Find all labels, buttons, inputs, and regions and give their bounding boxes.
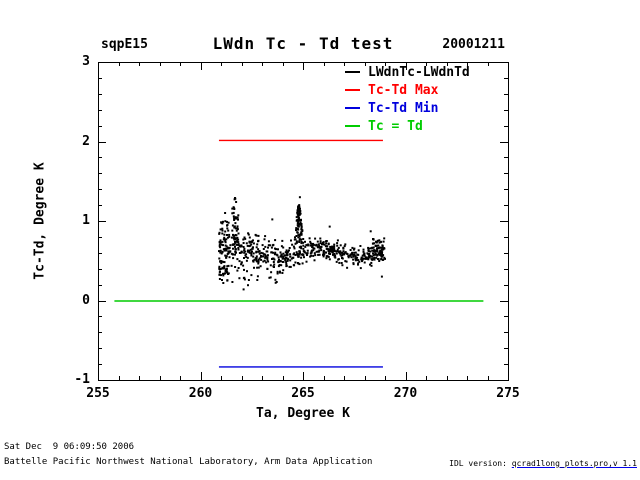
axis-ticks [98, 62, 509, 381]
scatter-points [218, 196, 386, 291]
legend-label: Tc = Td [368, 118, 423, 134]
legend-item-tc-td-min: Tc-Td Min [345, 100, 470, 116]
legend-item-lwdntc-lwdntd: LWdnTc-LWdnTd [345, 64, 470, 80]
legend-line-sample [345, 107, 360, 109]
legend-line-sample [345, 89, 360, 91]
x-tick-label-270: 270 [393, 386, 418, 401]
footer-organization: Battelle Pacific Northwest National Labo… [4, 457, 373, 467]
footer-timestamp: Sat Dec 9 06:09:50 2006 [4, 442, 135, 452]
legend-item-tc-td: Tc = Td [345, 118, 470, 134]
y-tick-label-0: 0 [82, 292, 90, 308]
legend: LWdnTc-LWdnTd Tc-Td Max Tc-Td Min Tc = Td [345, 64, 470, 134]
x-tick-label-255: 255 [86, 386, 110, 401]
y-tick-label-3: 3 [82, 54, 90, 69]
legend-line-sample [345, 71, 360, 73]
legend-label: Tc-Td Min [368, 100, 439, 116]
y-tick-label--1: -1 [74, 372, 90, 387]
footer-version-block: IDL version: qcrad1long_plots.pro,v 1.1 … [387, 441, 637, 480]
plot-title: LWdn Tc - Td test [212, 34, 394, 53]
legend-item-tc-td-max: Tc-Td Max [345, 82, 470, 98]
y-tick-label-1: 1 [82, 213, 90, 228]
x-tick-label-265: 265 [291, 386, 315, 401]
x-tick-label-260: 260 [188, 386, 213, 401]
y-tick-label-2: 2 [82, 133, 90, 149]
x-tick-label-275: 275 [496, 386, 520, 401]
legend-label: LWdnTc-LWdnTd [368, 64, 470, 80]
legend-label: Tc-Td Max [368, 82, 439, 98]
x-axis-label: Ta, Degree K [256, 406, 350, 421]
idl-version-line: IDL version: qcrad1long_plots.pro,v 1.1 [449, 459, 637, 468]
station-label: sqpE15 [101, 37, 148, 52]
legend-line-sample [345, 125, 360, 127]
date-label: 20001211 [442, 37, 505, 52]
